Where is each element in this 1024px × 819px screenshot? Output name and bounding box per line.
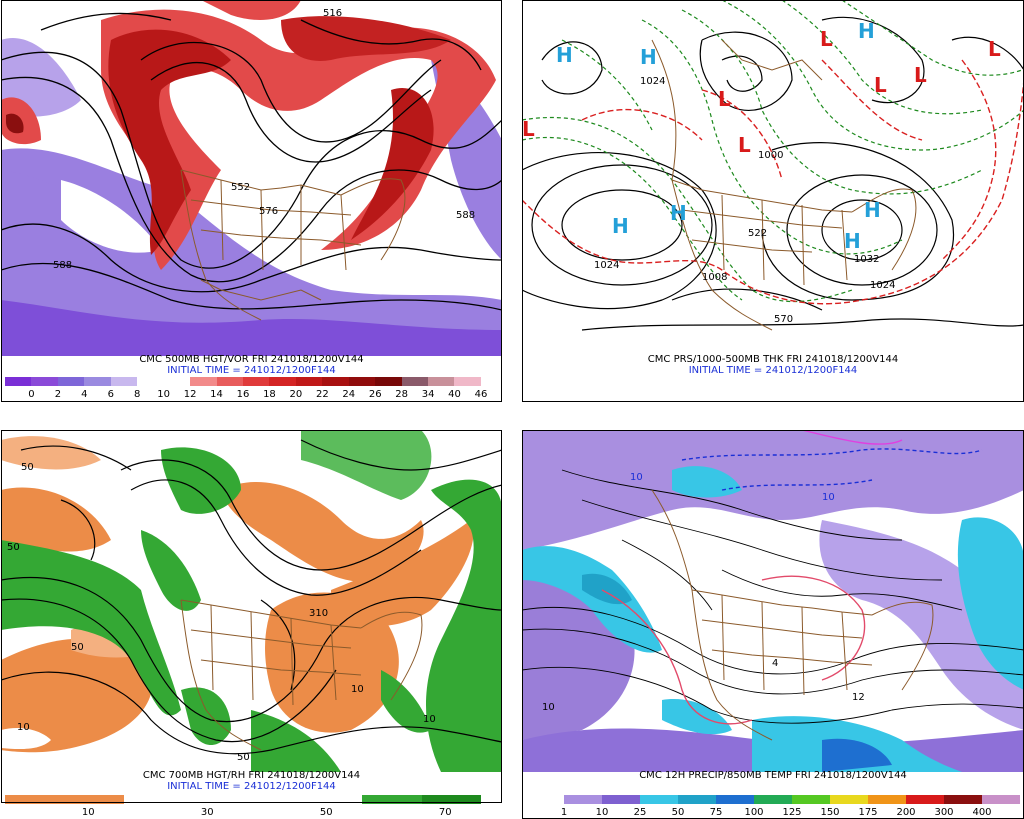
legend-tick-label: 40 — [448, 389, 461, 400]
high-pressure-label: H — [864, 198, 881, 222]
vorticity-color-legend — [5, 377, 481, 386]
contour-label-516: 516 — [323, 8, 342, 19]
legend-tick-label: 24 — [342, 389, 356, 400]
legend-tick-label: 400 — [972, 807, 992, 818]
legend-tick-label: 30 — [200, 807, 214, 818]
legend-tick-label: 10 — [595, 807, 609, 818]
rh-title: CMC 700MB HGT/RH FRI 241018/1200V144 — [142, 770, 361, 781]
legend-tick-label: 10 — [157, 389, 171, 400]
contour-label-576: 576 — [259, 206, 278, 217]
legend-tick-label: 1 — [560, 807, 568, 818]
isobar-label-1024-east: 1024 — [870, 280, 895, 291]
legend-tick-label: 50 — [319, 807, 333, 818]
temp-label-4: 4 — [772, 658, 778, 669]
precip-legend-ticks: 1 10 25 50 75 100 125 150 175 200 300 400 — [526, 807, 1020, 819]
high-pressure-label: H — [612, 214, 629, 238]
thickness-label-522: 522 — [748, 228, 767, 239]
legend-tick-label: 6 — [107, 389, 114, 400]
legend-tick-label: 75 — [709, 807, 723, 818]
rh-init-time: INITIAL TIME = 241012/1200F144 — [167, 781, 336, 792]
precip-color-legend — [526, 795, 1020, 804]
rh-map: 50 50 10 10 10 50 310 50 — [1, 430, 502, 772]
legend-tick-label: 8 — [134, 389, 141, 400]
legend-tick-label: 200 — [896, 807, 916, 818]
vorticity-500mb-panel: 588 576 552 516 588 CMC 500MB HGT/VOR FR… — [1, 0, 502, 402]
legend-tick-label: 20 — [289, 389, 303, 400]
contour-label-50: 50 — [21, 462, 34, 473]
legend-tick-label: 46 — [474, 389, 488, 400]
contour-label-588-east: 588 — [456, 210, 475, 221]
low-pressure-label: L — [738, 133, 751, 157]
rh-titles: CMC 700MB HGT/RH FRI 241018/1200V144 INI… — [1, 770, 502, 792]
precip-map: 10 10 10 4 12 — [522, 430, 1024, 772]
legend-tick-label: 34 — [421, 389, 435, 400]
mslp-thickness-init-time: INITIAL TIME = 241012/1200F144 — [688, 365, 858, 376]
high-pressure-label: H — [640, 45, 657, 69]
high-pressure-label: H — [844, 229, 861, 253]
precip-titles: CMC 12H PRECIP/850MB TEMP FRI 241018/120… — [522, 770, 1024, 781]
contour-label-10: 10 — [17, 722, 30, 733]
rh-legend-ticks: 1030507090 — [5, 807, 571, 819]
mslp-thickness-titles: CMC PRS/1000-500MB THK FRI 241018/1200V1… — [522, 354, 1024, 376]
legend-tick-label: 18 — [263, 389, 276, 400]
isobar-label-1024-north: 1024 — [640, 76, 665, 87]
legend-tick-label: 70 — [438, 807, 452, 818]
high-pressure-label: H — [670, 201, 687, 225]
low-pressure-label: L — [820, 27, 833, 51]
vorticity-init-time: INITIAL TIME = 241012/1200F144 — [167, 365, 336, 376]
contour-label-310: 310 — [309, 608, 328, 619]
mslp-thickness-map: H H H H H H H L L L L L L L 1024 1024 10… — [522, 0, 1024, 356]
low-pressure-label: L — [988, 37, 1001, 61]
legend-tick-label: 12 — [183, 389, 197, 400]
legend-tick-label: 4 — [81, 389, 88, 400]
temp-label-10: 10 — [630, 472, 643, 483]
legend-tick-label: 16 — [236, 389, 250, 400]
legend-tick-label: 0 — [28, 389, 35, 400]
legend-tick-label: 50 — [671, 807, 685, 818]
low-pressure-label: L — [914, 63, 927, 87]
legend-tick-label: 28 — [395, 389, 409, 400]
isobar-label-1032: 1032 — [854, 254, 879, 265]
contour-label-50: 50 — [237, 752, 250, 763]
legend-tick-label: 300 — [934, 807, 954, 818]
legend-tick-label: 2 — [54, 389, 62, 400]
contour-label-50: 50 — [71, 642, 84, 653]
mslp-thickness-title: CMC PRS/1000-500MB THK FRI 241018/1200V1… — [647, 354, 899, 365]
contour-label-588-west: 588 — [53, 260, 72, 271]
precip-850mb-panel: 10 10 10 4 12 CMC 12H PRECIP/850MB TEMP … — [522, 430, 1024, 819]
legend-tick-label: 125 — [782, 807, 802, 818]
rh-700mb-panel: 50 50 10 10 10 50 310 50 CMC 700MB HGT/R… — [1, 430, 571, 819]
legend-tick-label: 175 — [858, 807, 878, 818]
contour-label-50: 50 — [7, 542, 20, 553]
legend-tick-label: 22 — [315, 389, 329, 400]
thickness-label-570: 570 — [774, 314, 793, 325]
vorticity-titles: CMC 500MB HGT/VOR FRI 241018/1200V144 IN… — [1, 354, 502, 376]
isobar-label-1008: 1008 — [702, 272, 727, 283]
isobar-label-1000: 1000 — [758, 150, 783, 161]
low-pressure-label: L — [874, 73, 887, 97]
high-pressure-label: H — [556, 43, 573, 67]
temp-label-10: 10 — [542, 702, 555, 713]
legend-tick-label: 10 — [81, 807, 95, 818]
low-pressure-label: L — [522, 117, 535, 141]
contour-label-552: 552 — [231, 182, 250, 193]
isobar-label-1024: 1024 — [594, 260, 619, 271]
low-pressure-label: L — [718, 87, 731, 111]
temp-label-10: 10 — [822, 492, 835, 503]
temp-label-12: 12 — [852, 692, 865, 703]
legend-tick-label: 26 — [368, 389, 382, 400]
legend-tick-label: 100 — [744, 807, 764, 818]
vorticity-title: CMC 500MB HGT/VOR FRI 241018/1200V144 — [139, 354, 364, 365]
vorticity-legend-ticks: 0 2 4 6 8 10 12 14 16 18 20 22 24 26 28 34 40 46 — [5, 389, 487, 401]
rh-color-legend — [5, 795, 481, 804]
mslp-thickness-panel: H H H H H H H L L L L L L L 1024 1024 10… — [522, 0, 1024, 402]
legend-tick-label: 14 — [210, 389, 223, 400]
high-pressure-label: H — [858, 19, 875, 43]
legend-tick-label: 25 — [633, 807, 647, 818]
legend-tick-label: 150 — [820, 807, 840, 818]
contour-label-10: 10 — [351, 684, 364, 695]
contour-label-10: 10 — [423, 714, 436, 725]
precip-title: CMC 12H PRECIP/850MB TEMP FRI 241018/120… — [639, 770, 907, 781]
vorticity-map: 588 576 552 516 588 — [1, 0, 502, 356]
